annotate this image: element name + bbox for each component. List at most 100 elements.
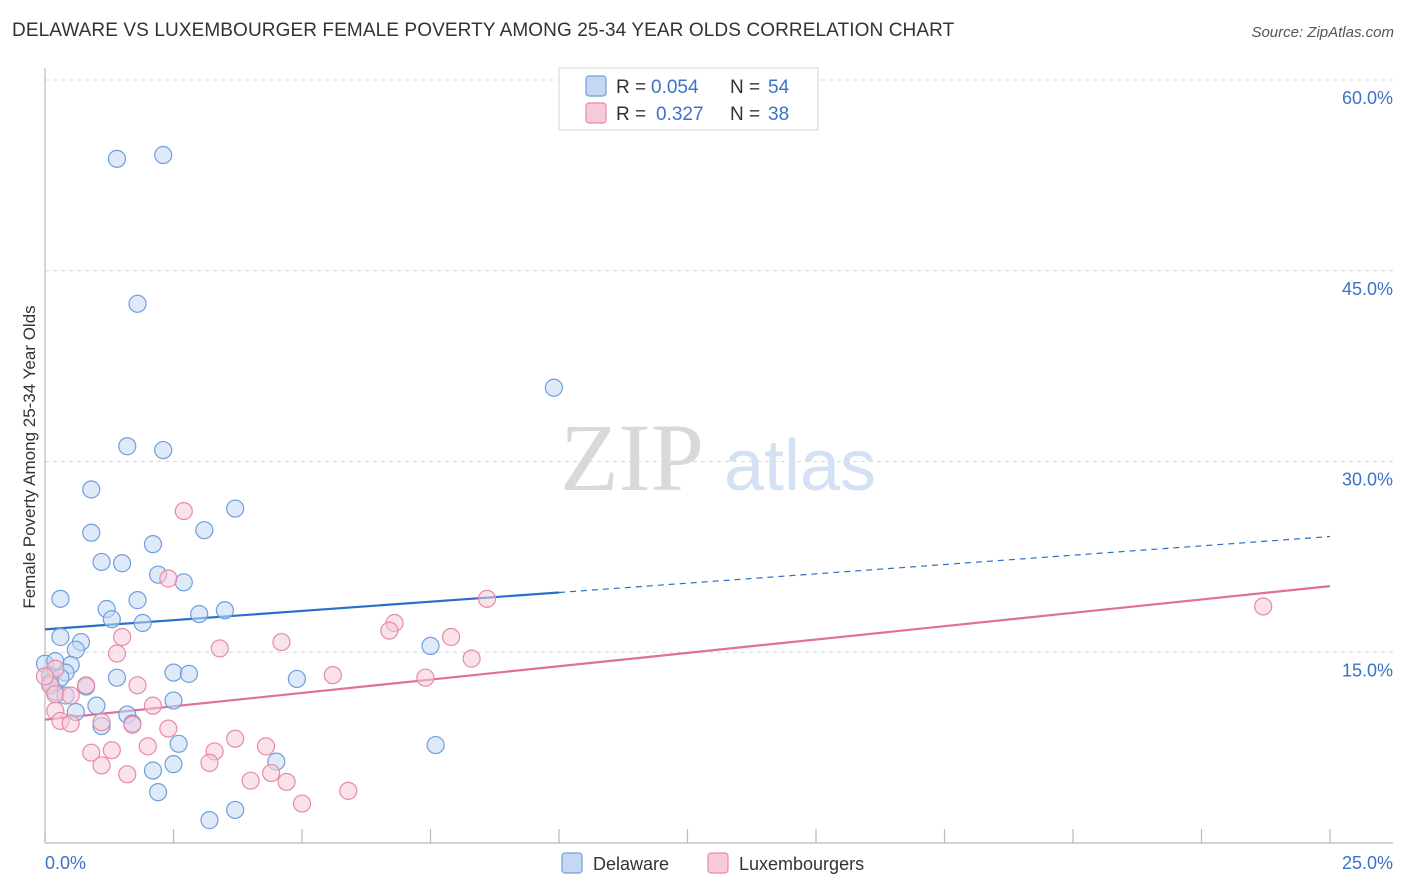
bottom-legend: Delaware Luxembourgers [561, 852, 864, 874]
point-luxembourgers [82, 743, 101, 762]
point-delaware [215, 601, 234, 620]
trend-line-delaware-extension [558, 535, 1331, 594]
point-delaware [112, 554, 132, 573]
bottom-legend-swatch-delaware [561, 852, 583, 874]
point-delaware [164, 663, 183, 682]
point-luxembourgers [143, 696, 163, 715]
point-delaware [154, 145, 173, 165]
point-delaware [164, 691, 183, 710]
point-luxembourgers [256, 737, 276, 756]
point-luxembourgers [441, 627, 461, 647]
point-luxembourgers [339, 781, 358, 800]
bottom-legend-label-luxembourgers: Luxembourgers [739, 854, 864, 874]
point-delaware [154, 440, 173, 460]
point-luxembourgers [112, 627, 132, 647]
legend-r-label: R = [616, 77, 646, 98]
point-delaware [128, 294, 147, 313]
trend-lines [44, 535, 1331, 721]
point-delaware [544, 378, 563, 397]
point-luxembourgers [277, 772, 296, 792]
point-delaware [107, 668, 127, 687]
point-delaware [169, 734, 188, 753]
source-label: Source: ZipAtlas.com [1251, 24, 1394, 41]
point-delaware [128, 591, 147, 610]
point-luxembourgers [159, 719, 178, 738]
point-delaware [87, 696, 106, 715]
y-axis-label: Female Poverty Among 25-34 Year Olds [20, 305, 39, 608]
point-delaware [179, 664, 199, 683]
point-luxembourgers [1254, 597, 1273, 616]
point-delaware [190, 604, 209, 624]
point-delaware [66, 640, 85, 659]
x-tick-label-left: 0.0% [45, 853, 86, 873]
legend: R = 0.054 N = 54 R = 0.327 N = 38 [558, 67, 819, 131]
chart-title: DELAWARE VS LUXEMBOURGER FEMALE POVERTY … [12, 20, 955, 41]
point-luxembourgers [272, 632, 291, 652]
point-delaware [143, 535, 163, 554]
legend-r-label: R = [616, 104, 646, 125]
legend-n-label: N = [730, 104, 760, 125]
legend-n-value: 54 [768, 77, 790, 98]
point-luxembourgers [416, 668, 435, 687]
point-luxembourgers [323, 666, 342, 685]
point-luxembourgers [128, 676, 147, 695]
point-luxembourgers [462, 649, 481, 668]
y-tick-labels: 15.0% 30.0% 45.0% 60.0% [1342, 88, 1393, 680]
watermark-atlas: atlas [724, 426, 876, 506]
legend-r-value: 0.327 [656, 104, 704, 125]
point-luxembourgers [380, 621, 399, 640]
point-luxembourgers [118, 765, 137, 784]
point-luxembourgers [77, 676, 96, 695]
point-luxembourgers [102, 741, 121, 760]
point-delaware [102, 610, 121, 629]
legend-swatch-luxembourgers [585, 102, 607, 124]
point-delaware [143, 761, 163, 780]
point-luxembourgers [200, 753, 219, 772]
trend-line-luxembourgers [44, 585, 1331, 721]
point-delaware [226, 499, 245, 518]
point-luxembourgers [92, 713, 111, 732]
y-tick-label: 45.0% [1342, 279, 1393, 299]
legend-n-label: N = [730, 77, 760, 98]
point-luxembourgers [210, 639, 229, 658]
point-delaware [287, 669, 306, 689]
point-delaware [200, 811, 219, 830]
point-luxembourgers [159, 569, 178, 588]
point-luxembourgers [262, 763, 281, 783]
y-tick-label: 30.0% [1342, 470, 1393, 490]
point-delaware [107, 149, 127, 168]
legend-swatch-delaware [585, 75, 607, 97]
legend-n-value: 38 [768, 104, 789, 125]
point-luxembourgers [241, 771, 260, 790]
point-luxembourgers [138, 737, 157, 756]
point-luxembourgers [107, 644, 127, 663]
point-luxembourgers [292, 794, 312, 813]
x-tick-label-right: 25.0% [1342, 853, 1393, 873]
data-points [35, 145, 1273, 830]
point-delaware [174, 573, 193, 592]
point-luxembourgers [174, 501, 193, 521]
point-luxembourgers [35, 667, 55, 686]
point-delaware [164, 755, 183, 774]
point-delaware [51, 627, 70, 647]
point-delaware [82, 480, 101, 499]
point-delaware [118, 437, 137, 456]
point-delaware [51, 589, 70, 608]
point-luxembourgers [46, 685, 65, 704]
point-luxembourgers [92, 756, 111, 775]
y-tick-label: 15.0% [1342, 660, 1393, 680]
point-delaware [92, 552, 111, 572]
point-luxembourgers [123, 715, 142, 734]
point-delaware [148, 783, 168, 802]
point-delaware [426, 735, 445, 755]
bottom-legend-swatch-luxembourgers [707, 852, 729, 874]
trend-line-delaware [44, 591, 560, 631]
point-delaware [82, 523, 101, 542]
point-delaware [133, 613, 152, 633]
legend-r-value: 0.054 [651, 77, 699, 98]
point-delaware [421, 636, 440, 655]
bottom-legend-label-delaware: Delaware [593, 854, 669, 874]
axes [44, 68, 1393, 844]
point-luxembourgers [477, 589, 497, 608]
